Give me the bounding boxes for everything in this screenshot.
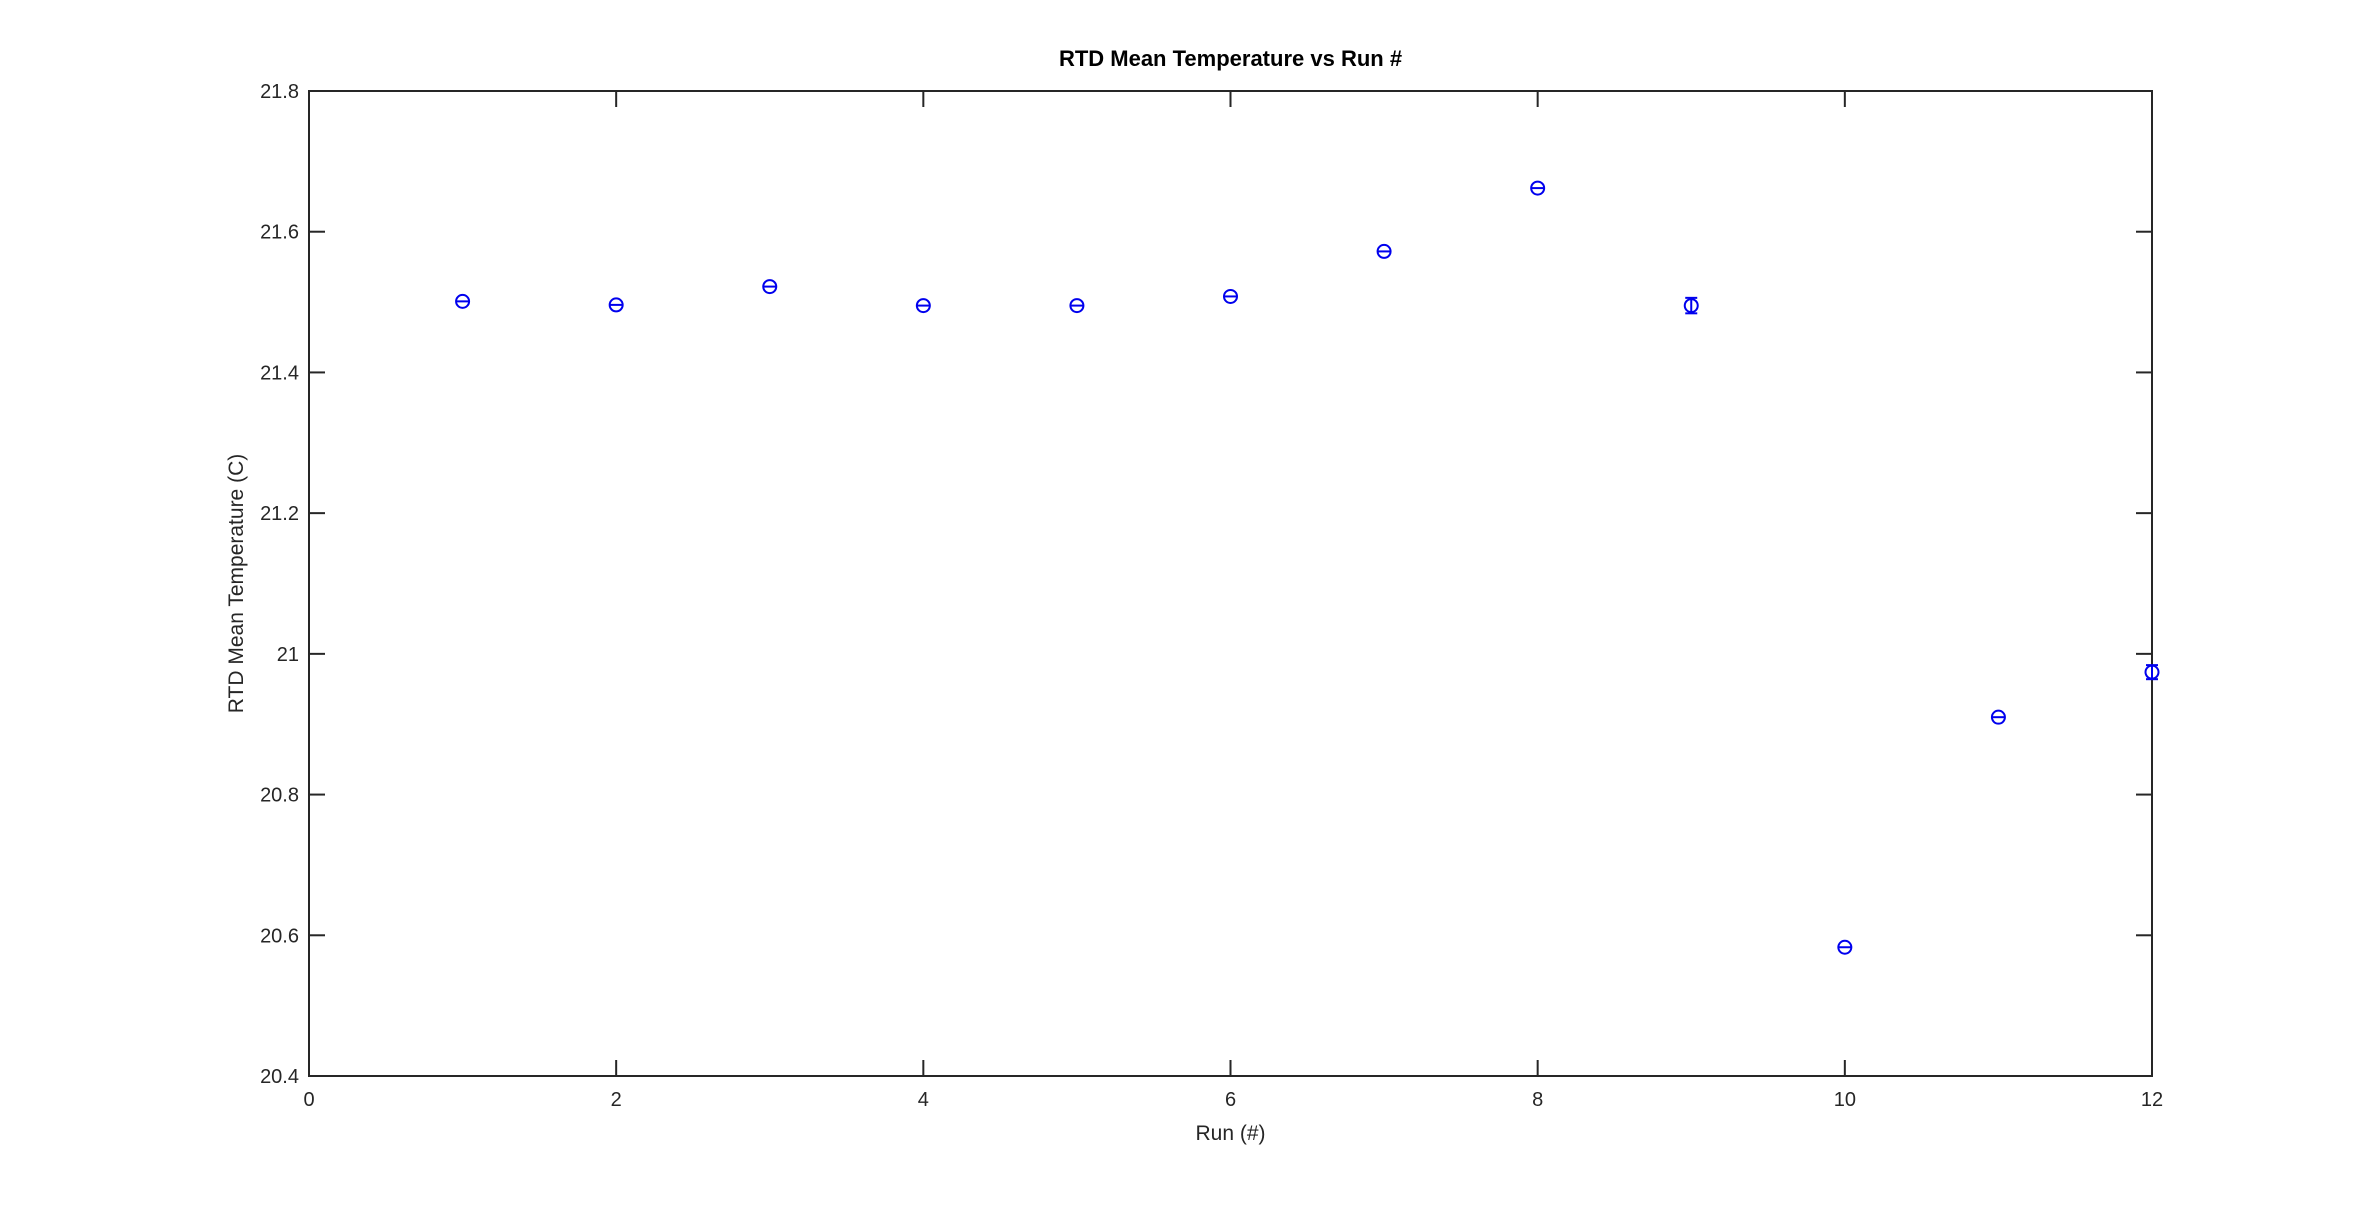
- y-tick-label: 21.4: [260, 362, 299, 384]
- y-tick-label: 21: [277, 644, 299, 666]
- data-point-run-5: [1069, 298, 1085, 314]
- x-tick-label: 2: [611, 1089, 622, 1111]
- data-point-run-1: [455, 293, 471, 309]
- y-axis-label: RTD Mean Temperature (C): [225, 454, 248, 713]
- y-tick-label: 20.6: [260, 925, 299, 947]
- data-point-run-9: [1683, 298, 1699, 314]
- data-point-run-2: [608, 297, 624, 313]
- data-point-run-8: [1530, 180, 1546, 196]
- x-tick-label: 10: [1834, 1089, 1856, 1111]
- data-point-run-11: [1990, 709, 2006, 725]
- x-axis-label: Run (#): [1195, 1122, 1265, 1145]
- x-tick-label: 0: [303, 1089, 314, 1111]
- axes-box: [308, 90, 2153, 1077]
- data-point-run-4: [915, 298, 931, 314]
- data-point-run-10: [1837, 939, 1853, 955]
- x-tick-label: 8: [1532, 1089, 1543, 1111]
- data-point-run-12: [2144, 664, 2160, 680]
- y-tick-label: 21.2: [260, 503, 299, 525]
- y-tick-label: 21.6: [260, 222, 299, 244]
- x-tick-label: 12: [2141, 1089, 2163, 1111]
- x-tick-label: 4: [918, 1089, 929, 1111]
- y-tick-label: 20.4: [260, 1066, 299, 1088]
- y-tick-label: 21.8: [260, 81, 299, 103]
- data-point-run-7: [1376, 243, 1392, 259]
- chart-title: RTD Mean Temperature vs Run #: [1059, 46, 1402, 71]
- y-tick-label: 20.8: [260, 785, 299, 807]
- data-point-run-3: [762, 279, 778, 295]
- data-point-run-6: [1223, 288, 1238, 304]
- x-tick-label: 6: [1225, 1089, 1236, 1111]
